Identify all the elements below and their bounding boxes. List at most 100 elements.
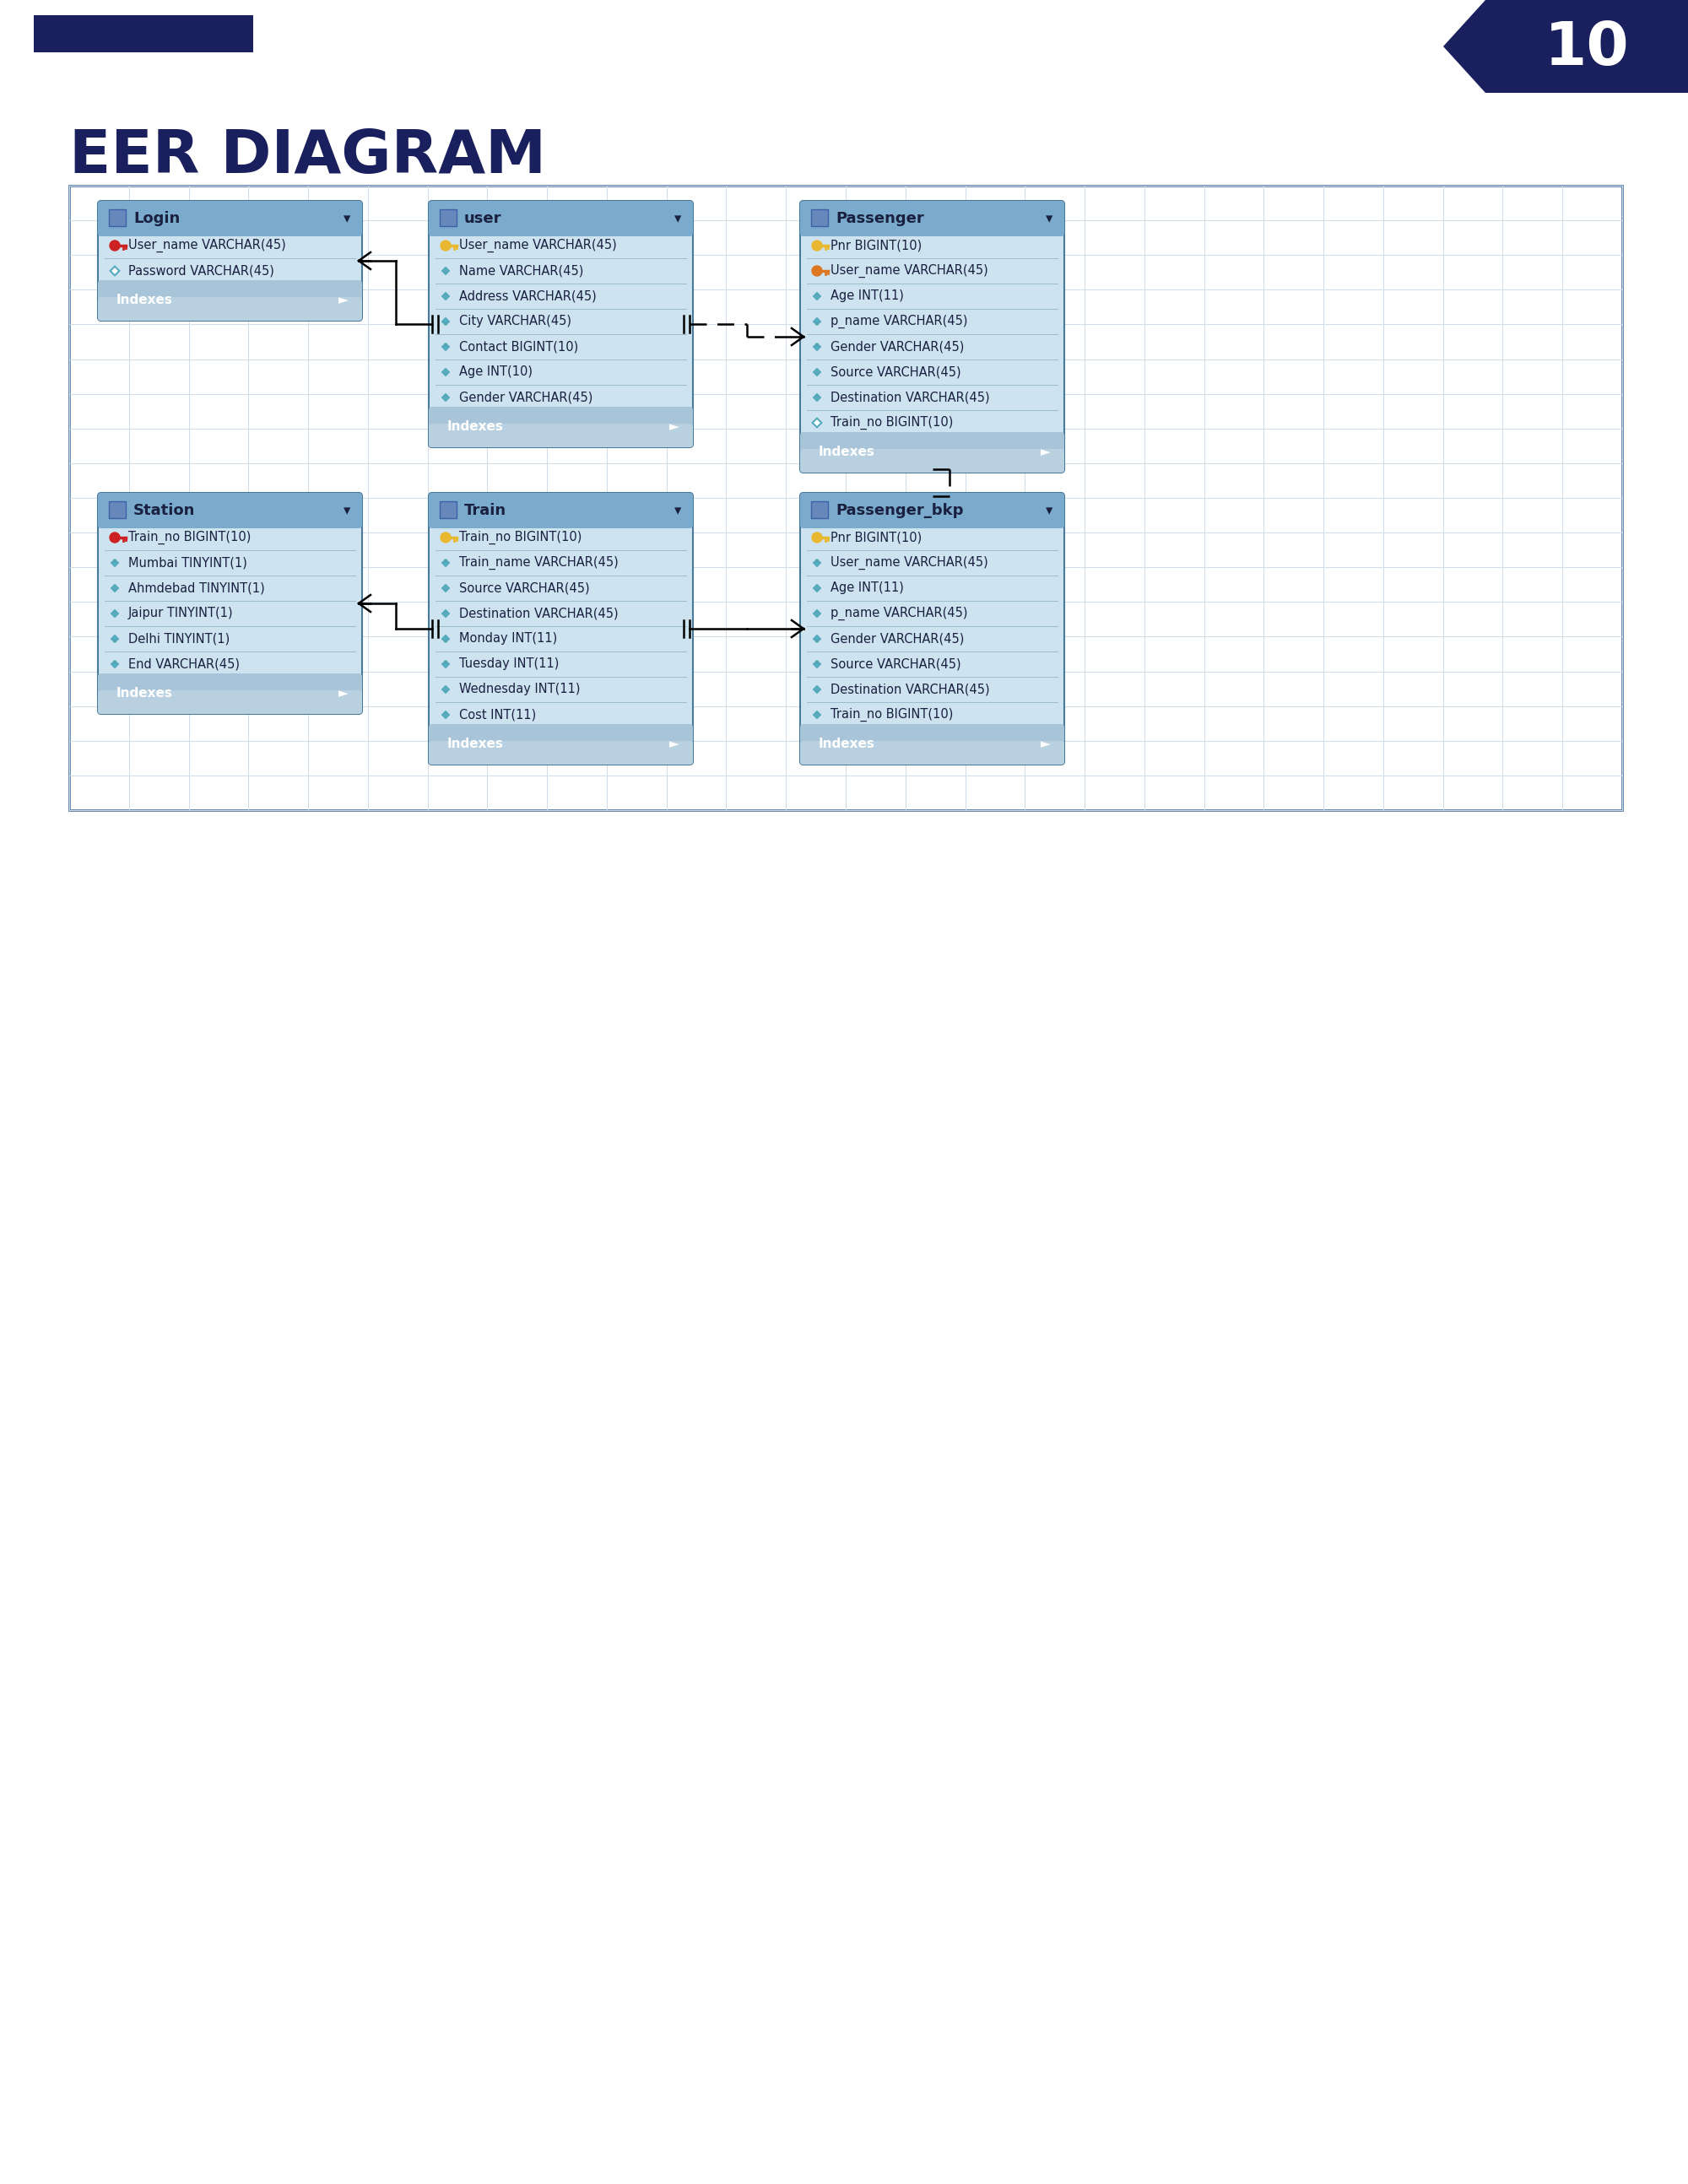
FancyBboxPatch shape: [439, 502, 456, 518]
Text: Indexes: Indexes: [447, 738, 503, 751]
Polygon shape: [812, 367, 822, 376]
FancyBboxPatch shape: [803, 218, 1062, 234]
FancyBboxPatch shape: [429, 424, 694, 448]
Circle shape: [110, 240, 120, 251]
Polygon shape: [812, 633, 822, 644]
Text: Train_no BIGINT(10): Train_no BIGINT(10): [128, 531, 252, 544]
FancyBboxPatch shape: [69, 186, 1622, 810]
FancyBboxPatch shape: [98, 673, 361, 714]
Polygon shape: [812, 393, 822, 402]
Polygon shape: [441, 660, 451, 668]
Text: Train_no BIGINT(10): Train_no BIGINT(10): [459, 531, 582, 544]
FancyBboxPatch shape: [432, 218, 690, 234]
FancyBboxPatch shape: [800, 201, 1065, 472]
FancyBboxPatch shape: [800, 494, 1065, 764]
Polygon shape: [110, 559, 120, 568]
Polygon shape: [110, 633, 120, 644]
Polygon shape: [812, 710, 822, 719]
Circle shape: [812, 240, 822, 251]
Text: p_name VARCHAR(45): p_name VARCHAR(45): [830, 314, 967, 328]
Circle shape: [110, 533, 120, 542]
Text: Indexes: Indexes: [819, 446, 874, 459]
Text: Source VARCHAR(45): Source VARCHAR(45): [830, 657, 960, 670]
FancyBboxPatch shape: [429, 201, 694, 448]
FancyBboxPatch shape: [803, 435, 1062, 454]
Polygon shape: [441, 317, 451, 325]
Text: User_name VARCHAR(45): User_name VARCHAR(45): [128, 238, 285, 253]
Text: ►: ►: [1041, 446, 1050, 459]
Text: Ahmdebad TINYINT(1): Ahmdebad TINYINT(1): [128, 581, 265, 594]
Text: Source VARCHAR(45): Source VARCHAR(45): [830, 367, 960, 378]
FancyBboxPatch shape: [429, 406, 694, 448]
Text: User_name VARCHAR(45): User_name VARCHAR(45): [830, 557, 987, 570]
FancyBboxPatch shape: [98, 201, 361, 236]
FancyBboxPatch shape: [108, 210, 125, 227]
FancyBboxPatch shape: [98, 494, 361, 529]
FancyBboxPatch shape: [98, 297, 361, 321]
Text: Indexes: Indexes: [447, 422, 503, 432]
FancyBboxPatch shape: [800, 201, 1065, 236]
Polygon shape: [110, 266, 120, 275]
Text: ▾: ▾: [674, 212, 682, 227]
Polygon shape: [441, 710, 451, 719]
Text: ►: ►: [339, 295, 348, 306]
Polygon shape: [441, 266, 451, 275]
Text: Password VARCHAR(45): Password VARCHAR(45): [128, 264, 273, 277]
Text: Tuesday INT(11): Tuesday INT(11): [459, 657, 559, 670]
Text: Indexes: Indexes: [819, 738, 874, 751]
Text: ▾: ▾: [343, 212, 351, 227]
Text: Login: Login: [133, 212, 181, 227]
FancyBboxPatch shape: [800, 450, 1065, 472]
Text: Indexes: Indexes: [116, 295, 172, 306]
Polygon shape: [110, 609, 120, 618]
Text: Age INT(10): Age INT(10): [459, 367, 533, 378]
FancyBboxPatch shape: [108, 502, 125, 518]
FancyBboxPatch shape: [803, 511, 1062, 526]
FancyBboxPatch shape: [429, 201, 694, 236]
Text: Gender VARCHAR(45): Gender VARCHAR(45): [830, 341, 964, 354]
Polygon shape: [441, 293, 451, 301]
FancyBboxPatch shape: [810, 210, 827, 227]
Text: City VARCHAR(45): City VARCHAR(45): [459, 314, 571, 328]
Text: Passenger: Passenger: [836, 212, 923, 227]
Text: Contact BIGINT(10): Contact BIGINT(10): [459, 341, 579, 354]
FancyBboxPatch shape: [800, 494, 1065, 529]
FancyBboxPatch shape: [101, 218, 358, 234]
Circle shape: [441, 533, 451, 542]
Polygon shape: [441, 367, 451, 376]
FancyBboxPatch shape: [810, 502, 827, 518]
FancyBboxPatch shape: [98, 201, 361, 321]
Polygon shape: [441, 393, 451, 402]
Text: Address VARCHAR(45): Address VARCHAR(45): [459, 290, 596, 304]
Polygon shape: [441, 559, 451, 568]
Circle shape: [812, 266, 822, 275]
Text: ►: ►: [670, 738, 679, 751]
Text: Station: Station: [133, 502, 196, 518]
Polygon shape: [812, 660, 822, 668]
Text: Pnr BIGINT(10): Pnr BIGINT(10): [830, 240, 922, 251]
Polygon shape: [110, 583, 120, 592]
FancyBboxPatch shape: [800, 432, 1065, 472]
Polygon shape: [812, 417, 822, 428]
Text: user: user: [464, 212, 501, 227]
FancyBboxPatch shape: [98, 690, 361, 714]
Text: Age INT(11): Age INT(11): [830, 581, 903, 594]
Polygon shape: [1443, 0, 1688, 94]
Text: ▾: ▾: [1045, 502, 1053, 518]
Text: User_name VARCHAR(45): User_name VARCHAR(45): [830, 264, 987, 277]
FancyBboxPatch shape: [429, 494, 694, 764]
Polygon shape: [812, 317, 822, 325]
Polygon shape: [812, 686, 822, 695]
Polygon shape: [110, 660, 120, 668]
FancyBboxPatch shape: [432, 411, 690, 428]
Polygon shape: [812, 343, 822, 352]
Text: Delhi TINYINT(1): Delhi TINYINT(1): [128, 633, 230, 644]
Text: Pnr BIGINT(10): Pnr BIGINT(10): [830, 531, 922, 544]
FancyBboxPatch shape: [101, 677, 358, 695]
Text: Destination VARCHAR(45): Destination VARCHAR(45): [830, 684, 989, 697]
Text: Train_name VARCHAR(45): Train_name VARCHAR(45): [459, 557, 618, 570]
Text: Monday INT(11): Monday INT(11): [459, 633, 557, 644]
Polygon shape: [441, 609, 451, 618]
FancyBboxPatch shape: [439, 210, 456, 227]
FancyBboxPatch shape: [429, 740, 694, 764]
